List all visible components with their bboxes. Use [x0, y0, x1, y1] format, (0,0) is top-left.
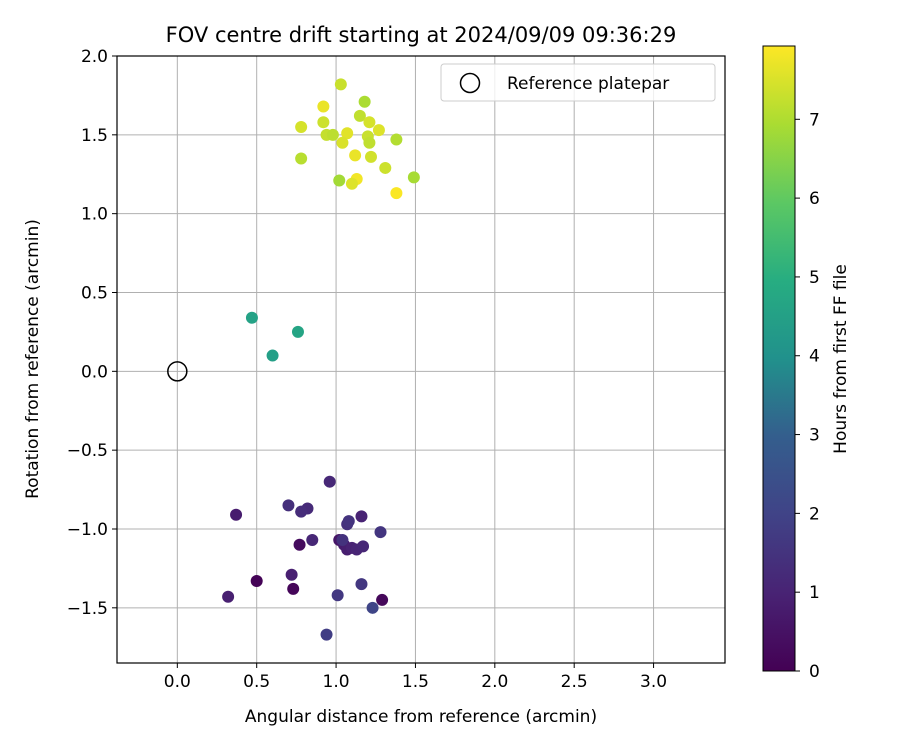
data-point — [306, 534, 319, 547]
data-point — [363, 136, 376, 149]
data-point — [295, 152, 308, 165]
y-tick-label: 1.0 — [81, 205, 108, 225]
x-tick-label: 0.5 — [243, 672, 270, 692]
data-point — [295, 505, 308, 518]
data-point — [331, 589, 344, 602]
legend-marker-reference — [459, 72, 481, 94]
legend-label-reference: Reference platepar — [507, 74, 669, 94]
colorbar-tick-label: 3 — [809, 426, 820, 446]
data-point — [357, 540, 370, 553]
data-point — [317, 116, 330, 129]
data-point — [379, 161, 392, 174]
data-point — [336, 136, 349, 149]
x-tick-label: 2.5 — [561, 672, 588, 692]
x-tick-label: 2.0 — [481, 672, 508, 692]
data-point — [293, 538, 306, 551]
colorbar-tick-label: 5 — [809, 268, 820, 288]
data-point — [230, 508, 243, 521]
colorbar-label: Hours from first FF file — [831, 264, 851, 454]
colorbar-ticks: 0 1 2 3 4 5 6 7 — [795, 110, 820, 682]
data-point — [222, 590, 235, 603]
data-point — [295, 120, 308, 133]
x-tick-label: 1.5 — [402, 672, 429, 692]
y-tick-label: −1.5 — [67, 599, 108, 619]
data-points — [167, 78, 420, 641]
data-point — [353, 109, 366, 122]
data-point — [282, 499, 295, 512]
data-point — [345, 177, 358, 190]
plot-frame — [116, 55, 726, 664]
y-axis-label: Rotation from reference (arcmin) — [23, 219, 43, 499]
y-tick-label: −1.0 — [67, 520, 108, 540]
data-point — [285, 568, 298, 581]
data-point — [320, 628, 333, 641]
grid-lines — [117, 55, 725, 663]
data-point — [390, 187, 403, 200]
y-axis-ticks: −1.5 −1.0 −0.5 0.0 0.5 1.0 1.5 2.0 — [67, 47, 117, 619]
legend-box — [440, 63, 716, 102]
data-point — [323, 475, 336, 488]
data-point — [342, 515, 355, 528]
data-point — [349, 149, 362, 162]
data-point — [363, 116, 376, 129]
data-point — [317, 100, 330, 113]
data-point — [341, 127, 354, 140]
data-point — [334, 78, 347, 91]
colorbar-tick-label: 2 — [809, 504, 820, 524]
data-point — [390, 133, 403, 146]
colorbar-gradient — [763, 46, 795, 671]
data-point — [376, 593, 389, 606]
colorbar-tick-label: 7 — [809, 110, 820, 130]
y-tick-label: 2.0 — [81, 47, 108, 67]
x-axis-ticks: 0.0 0.5 1.0 1.5 2.0 2.5 3.0 — [164, 663, 667, 692]
chart-title: FOV centre drift starting at 2024/09/09 … — [166, 23, 677, 47]
colorbar-frame — [762, 45, 796, 672]
reference-platepar-marker — [167, 361, 188, 382]
y-tick-label: 0.0 — [81, 362, 108, 382]
data-point — [374, 526, 387, 539]
data-point — [245, 311, 258, 324]
data-point — [266, 349, 279, 362]
x-tick-label: 3.0 — [640, 672, 667, 692]
colorbar-tick-label: 0 — [809, 662, 820, 682]
colorbar-tick-label: 1 — [809, 583, 820, 603]
data-point — [372, 124, 385, 137]
data-point — [355, 578, 368, 591]
colorbar-tick-label: 6 — [809, 189, 820, 209]
y-tick-label: −0.5 — [67, 441, 108, 461]
legend: Reference platepar — [440, 63, 716, 102]
x-tick-label: 0.0 — [164, 672, 191, 692]
data-point — [250, 575, 263, 588]
data-point — [336, 534, 349, 547]
data-point — [407, 171, 420, 184]
data-point — [287, 582, 300, 595]
colorbar: 0 1 2 3 4 5 6 7 Hours from first FF file — [762, 45, 851, 682]
x-axis-label: Angular distance from reference (arcmin) — [245, 707, 597, 727]
y-tick-label: 0.5 — [81, 283, 108, 303]
x-tick-label: 1.0 — [323, 672, 350, 692]
data-point — [364, 150, 377, 163]
data-point — [358, 95, 371, 108]
y-tick-label: 1.5 — [81, 126, 108, 146]
data-point — [333, 174, 346, 187]
plot-area-border — [116, 55, 726, 664]
data-point — [326, 128, 339, 141]
colorbar-tick-label: 4 — [809, 347, 820, 367]
data-point — [355, 510, 368, 523]
data-point — [291, 325, 304, 338]
data-point — [366, 601, 379, 614]
